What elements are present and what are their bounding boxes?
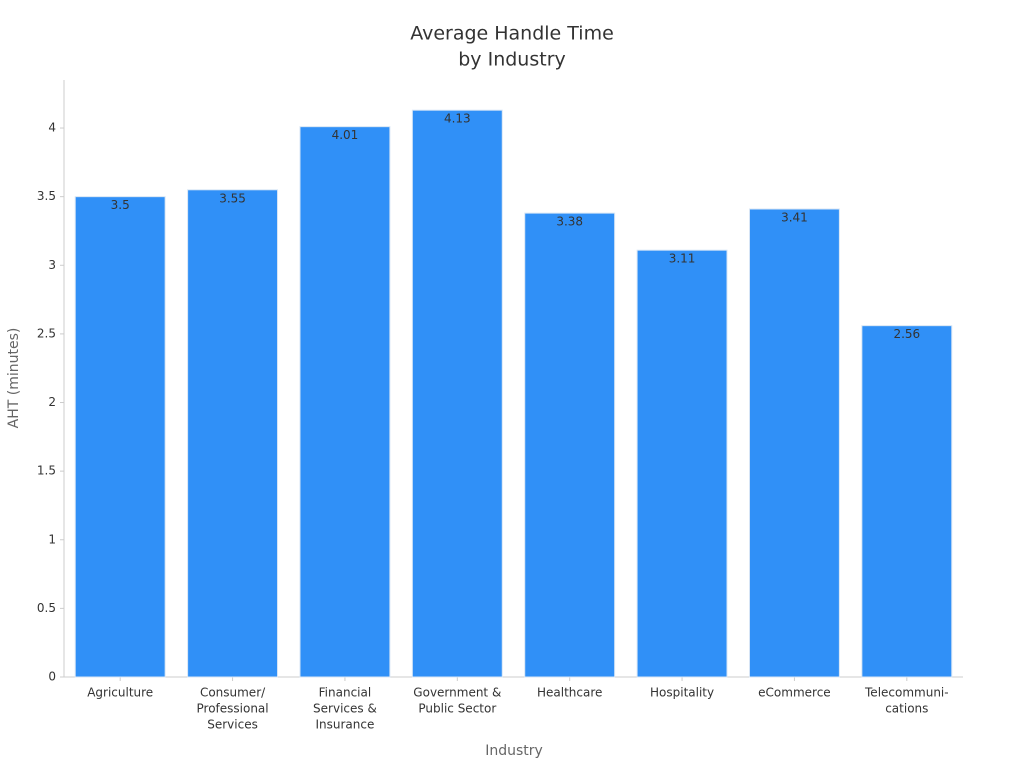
x-tick-label: cations xyxy=(885,702,928,716)
value-label: 4.13 xyxy=(444,112,471,126)
value-label: 3.41 xyxy=(781,211,808,225)
bar xyxy=(187,189,279,678)
x-tick-label: Telecommuni- xyxy=(864,686,949,700)
bar xyxy=(636,249,728,678)
x-tick-label: Insurance xyxy=(316,718,375,732)
x-tick-label: Services xyxy=(207,718,258,732)
value-label: 3.11 xyxy=(669,252,696,266)
x-tick-label: Professional xyxy=(197,702,269,716)
value-label: 3.55 xyxy=(219,191,246,205)
y-tick-label: 1 xyxy=(48,532,56,546)
bar xyxy=(748,208,840,678)
x-tick-label: Consumer/ xyxy=(200,686,266,700)
x-tick-label: Public Sector xyxy=(418,702,496,716)
y-tick-label: 0 xyxy=(48,670,56,684)
x-tick-label: Government & xyxy=(413,686,501,700)
x-tick-label: Hospitality xyxy=(650,686,714,700)
value-label: 3.38 xyxy=(556,215,583,229)
x-axis-title: Industry xyxy=(485,743,543,759)
y-tick-label: 3.5 xyxy=(37,189,56,203)
y-tick-label: 2 xyxy=(48,395,56,409)
x-tick-label: Services & xyxy=(313,702,377,716)
bar xyxy=(524,212,616,678)
bar xyxy=(299,126,391,678)
y-tick-label: 1.5 xyxy=(37,464,56,478)
x-tick-label: Healthcare xyxy=(537,686,602,700)
chart-title: Average Handle Time xyxy=(410,23,614,45)
value-label: 3.5 xyxy=(111,198,130,212)
y-tick-label: 4 xyxy=(48,121,56,135)
y-tick-label: 2.5 xyxy=(37,326,56,340)
bar xyxy=(74,196,166,678)
bar xyxy=(411,109,503,678)
y-tick-label: 0.5 xyxy=(37,601,56,615)
value-label: 2.56 xyxy=(893,327,920,341)
chart-title: by Industry xyxy=(458,49,566,71)
x-tick-label: eCommerce xyxy=(758,686,831,700)
y-tick-label: 3 xyxy=(48,258,56,272)
y-axis-title: AHT (minutes) xyxy=(6,328,22,429)
x-tick-label: Financial xyxy=(319,686,372,700)
x-tick-label: Agriculture xyxy=(87,686,153,700)
value-label: 4.01 xyxy=(332,128,359,142)
bar xyxy=(861,325,953,678)
